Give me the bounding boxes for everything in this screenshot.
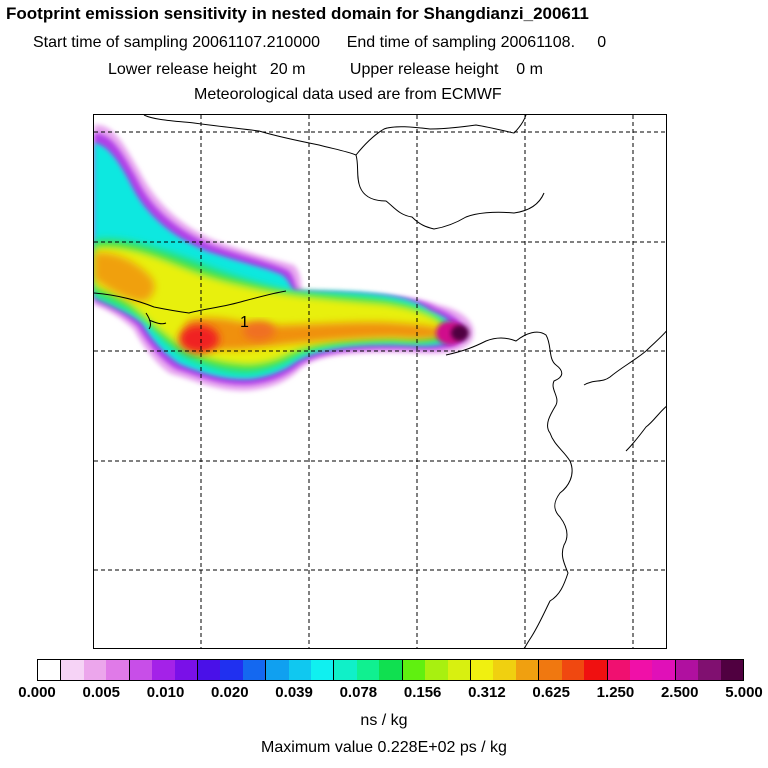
release-height-line: Lower release height 20 m Upper release … xyxy=(108,61,543,79)
upper-height-label: Upper release height xyxy=(349,61,499,78)
colorbar-cell xyxy=(38,660,61,680)
colorbar-cell xyxy=(629,660,653,680)
plume-layer-orange xyxy=(94,252,155,302)
colorbar-tick-label: 0.156 xyxy=(403,684,442,701)
colorbar-cell xyxy=(652,660,675,680)
colorbar-units: ns / kg xyxy=(360,712,408,729)
coastline-west xyxy=(94,290,287,314)
colorbar-cell xyxy=(220,660,243,680)
colorbar-cell xyxy=(174,660,197,680)
coastline-peninsula xyxy=(445,331,573,648)
colorbar-cell xyxy=(379,660,402,680)
colorbar xyxy=(37,659,744,681)
colorbar-cell xyxy=(401,660,426,680)
colorbar-cell xyxy=(425,660,448,680)
colorbar-tick-label: 0.020 xyxy=(211,684,249,701)
colorbar-cell xyxy=(333,660,357,680)
map-point-marker: 1 xyxy=(240,314,249,331)
emission-sensitivity-plume xyxy=(94,124,474,391)
colorbar-cell xyxy=(606,660,630,680)
coastline-east-2 xyxy=(625,406,666,452)
colorbar-cell xyxy=(60,660,84,680)
met-data-line: Meteorological data used are from ECMWF xyxy=(194,86,502,103)
colorbar-cell xyxy=(493,660,516,680)
lower-height-label: Lower release height xyxy=(108,61,257,78)
colorbar-cell xyxy=(538,660,562,680)
colorbar-tick-label: 0.000 xyxy=(18,684,56,701)
coastline-gulf xyxy=(355,154,545,230)
end-time-label: End time of sampling xyxy=(346,34,497,51)
upper-height-value: 0 m xyxy=(516,61,543,78)
colorbar-cell xyxy=(83,660,107,680)
colorbar-cell xyxy=(128,660,153,680)
colorbar-tick-label: 0.625 xyxy=(532,684,570,701)
coastlines xyxy=(94,115,666,648)
sampling-time-line: Start time of sampling 20061107.210000 E… xyxy=(33,34,606,52)
map-plot: 1 xyxy=(93,114,667,649)
colorbar-cell xyxy=(356,660,380,680)
plume-hotspot-mid xyxy=(243,321,275,341)
colorbar-tick-label: 0.010 xyxy=(146,684,185,701)
coastline-bay xyxy=(145,312,167,330)
coastline-north xyxy=(143,115,527,156)
end-time-extra: 0 xyxy=(597,34,607,51)
colorbar-cell xyxy=(106,660,129,680)
colorbar-cell xyxy=(288,660,312,680)
colorbar-cell xyxy=(196,660,221,680)
colorbar-cell xyxy=(720,660,744,680)
maximum-value: Maximum value 0.228E+02 ps / kg xyxy=(261,739,507,756)
plume-hotspot-left xyxy=(179,325,219,353)
colorbar-tick-label: 0.005 xyxy=(82,684,121,701)
colorbar-tick-label: 0.312 xyxy=(468,684,506,701)
start-time-label: Start time of sampling xyxy=(33,34,188,51)
map-grid xyxy=(94,115,666,648)
colorbar-cell xyxy=(265,660,289,680)
colorbar-cell xyxy=(698,660,721,680)
plume-max xyxy=(451,325,469,341)
colorbar-cell xyxy=(584,660,607,680)
colorbar-cell xyxy=(242,660,266,680)
colorbar-cell xyxy=(311,660,334,680)
lower-height-value: 20 m xyxy=(269,61,306,78)
colorbar-tick-label: 0.039 xyxy=(275,684,313,701)
coastline-east xyxy=(583,330,666,386)
colorbar-cell xyxy=(515,660,539,680)
colorbar-tick-label: 1.250 xyxy=(596,684,635,701)
colorbar-cell xyxy=(561,660,585,680)
start-time-value: 20061107.210000 xyxy=(192,34,321,51)
colorbar-tick-label: 2.500 xyxy=(660,684,699,701)
colorbar-cell xyxy=(447,660,471,680)
colorbar-tick-label: 5.000 xyxy=(725,684,763,701)
figure-title: Footprint emission sensitivity in nested… xyxy=(6,4,589,23)
colorbar-cell xyxy=(674,660,699,680)
colorbar-cell xyxy=(152,660,175,680)
colorbar-cell xyxy=(470,660,494,680)
map-svg: 1 xyxy=(94,115,666,648)
colorbar-tick-label: 0.078 xyxy=(339,684,378,701)
end-time-value: 20061108. xyxy=(500,34,576,51)
